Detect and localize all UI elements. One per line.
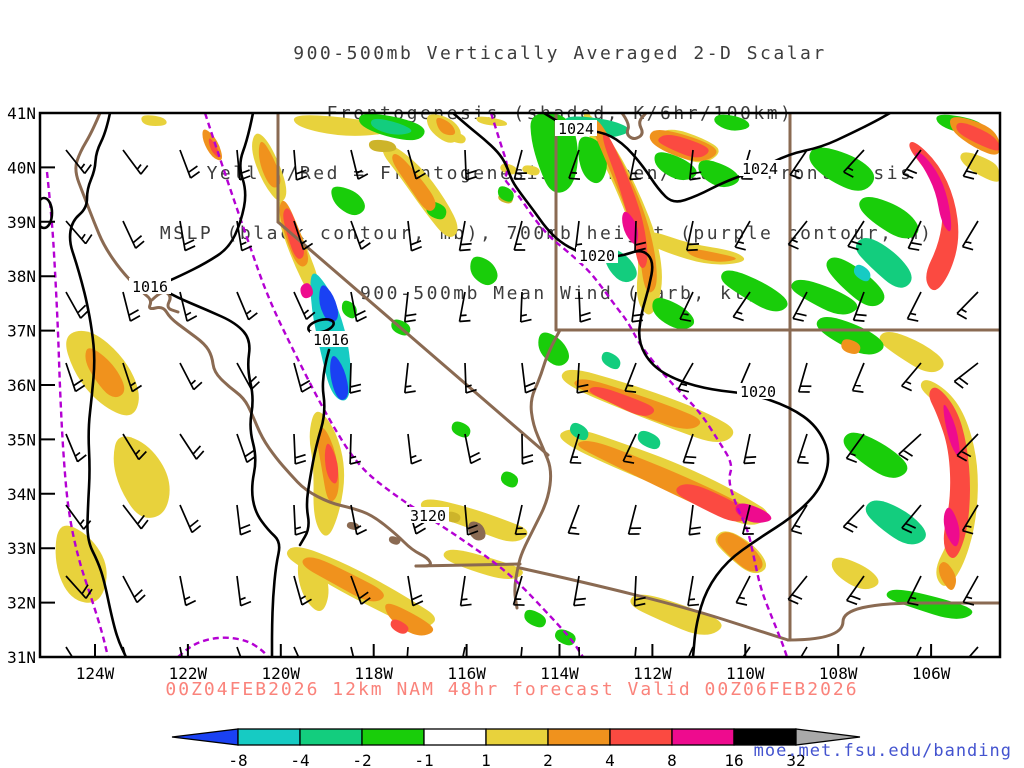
title-line-1: 900-500mb Vertically Averaged 2-D Scalar: [293, 43, 827, 64]
svg-text:39N: 39N: [7, 213, 36, 232]
svg-text:16: 16: [724, 751, 743, 768]
svg-text:1020: 1020: [740, 383, 776, 401]
frontogenesis-shading: [55, 113, 1000, 646]
svg-text:41N: 41N: [7, 104, 36, 123]
svg-text:32N: 32N: [7, 594, 36, 613]
svg-text:1024: 1024: [558, 120, 594, 138]
svg-text:1016: 1016: [313, 331, 349, 349]
axis-ticks: [40, 112, 933, 658]
svg-text:106W: 106W: [912, 664, 951, 683]
svg-text:1024: 1024: [742, 160, 778, 178]
svg-text:35N: 35N: [7, 430, 36, 449]
map-layers: 1016 1016 1024 1024 1020 1020 3120: [40, 113, 1000, 657]
svg-text:-1: -1: [414, 751, 433, 768]
svg-text:34N: 34N: [7, 485, 36, 504]
svg-text:114W: 114W: [540, 664, 579, 683]
state-borders-coastline: [74, 113, 1000, 642]
svg-text:33N: 33N: [7, 539, 36, 558]
svg-text:40N: 40N: [7, 158, 36, 177]
svg-text:36N: 36N: [7, 376, 36, 395]
colorbar: -8 -4 -2 -1 1 2 4 8 16 32: [171, 728, 861, 768]
svg-text:120W: 120W: [262, 664, 301, 683]
svg-text:1: 1: [481, 751, 491, 768]
svg-text:122W: 122W: [169, 664, 208, 683]
svg-text:110W: 110W: [726, 664, 765, 683]
svg-text:2: 2: [543, 751, 553, 768]
title-line-5: 900-500mb Mean Wind (barb, kt): [359, 283, 761, 304]
svg-text:1016: 1016: [132, 278, 168, 296]
wind-barbs: [65, 149, 979, 657]
svg-text:37N: 37N: [7, 322, 36, 341]
credit-link[interactable]: moe.met.fsu.edu/banding: [753, 741, 1012, 761]
svg-text:3120: 3120: [410, 507, 446, 525]
contour-labels: 1016 1016 1024 1024 1020 1020 3120: [129, 120, 781, 525]
colorbar-right-arrow: [795, 728, 861, 746]
svg-text:31N: 31N: [7, 648, 36, 667]
svg-text:38N: 38N: [7, 267, 36, 286]
svg-text:112W: 112W: [633, 664, 672, 683]
svg-text:108W: 108W: [819, 664, 858, 683]
svg-text:116W: 116W: [447, 664, 486, 683]
svg-text:-4: -4: [290, 751, 309, 768]
svg-text:8: 8: [667, 751, 677, 768]
forecast-caption: 00Z04FEB2026 12km NAM 48hr forecast Vali…: [165, 679, 859, 700]
svg-text:4: 4: [605, 751, 615, 768]
height-contours-700mb: [45, 113, 789, 657]
svg-text:124W: 124W: [76, 664, 115, 683]
svg-text:-8: -8: [228, 751, 247, 768]
axis-labels: 41N 40N 39N 38N 37N 36N 35N 34N 33N 32N 31N 124W 122…: [7, 104, 951, 683]
svg-text:-2: -2: [352, 751, 371, 768]
svg-text:32: 32: [786, 751, 805, 768]
svg-text:1020: 1020: [579, 247, 615, 265]
svg-text:118W: 118W: [354, 664, 393, 683]
colorbar-left-arrow: [171, 728, 239, 746]
